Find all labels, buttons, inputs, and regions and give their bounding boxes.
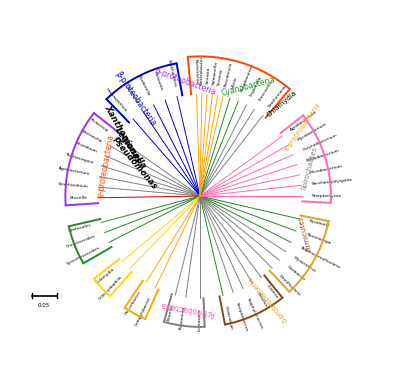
Text: Agrobacterium: Agrobacterium xyxy=(290,109,318,132)
Text: Sinorhizobium: Sinorhizobium xyxy=(58,181,88,188)
Text: α-proteobacteria: α-proteobacteria xyxy=(153,66,217,96)
Text: Brucella: Brucella xyxy=(70,196,88,200)
Text: Legionella: Legionella xyxy=(112,126,148,171)
Text: Xanthomonas: Xanthomonas xyxy=(268,83,289,109)
Text: Leptospira: Leptospira xyxy=(198,308,202,331)
Text: Saccharopolyspora: Saccharopolyspora xyxy=(311,178,352,186)
Text: Bacillus: Bacillus xyxy=(256,291,268,308)
Text: Chlamydia: Chlamydia xyxy=(266,89,298,118)
Text: Helicobacter: Helicobacter xyxy=(124,290,142,316)
Text: Salmonella: Salmonella xyxy=(212,61,218,85)
Text: Pseudomonas: Pseudomonas xyxy=(111,136,160,192)
Text: γ-proteobacteria: γ-proteobacteria xyxy=(96,134,116,198)
Text: Borrelia: Borrelia xyxy=(167,304,175,321)
Text: Francisella: Francisella xyxy=(258,80,273,102)
Text: Microbacterium: Microbacterium xyxy=(309,164,343,174)
Text: Ralstonia: Ralstonia xyxy=(153,71,164,91)
Text: Neisseria: Neisseria xyxy=(124,85,139,104)
Text: Thalassospira: Thalassospira xyxy=(64,152,93,165)
Text: Yersinia: Yersinia xyxy=(218,69,224,86)
Text: Serratia: Serratia xyxy=(206,67,211,84)
Text: Agrobacterium: Agrobacterium xyxy=(58,167,90,176)
Text: Listeria: Listeria xyxy=(266,285,279,299)
Text: Mycobacterium: Mycobacterium xyxy=(296,122,327,142)
Text: Staphylococcus: Staphylococcus xyxy=(246,297,264,329)
Text: Campylobacter: Campylobacter xyxy=(134,296,153,327)
Text: Bartonella: Bartonella xyxy=(81,129,103,143)
Text: Legionella: Legionella xyxy=(249,75,263,97)
Text: Bordetella: Bordetella xyxy=(137,75,151,97)
Text: Spirochaetes: Spirochaetes xyxy=(301,146,318,191)
Text: Chroococcales: Chroococcales xyxy=(65,234,96,249)
Text: Geobacter: Geobacter xyxy=(286,265,306,283)
Text: ε-proteobacteria: ε-proteobacteria xyxy=(283,101,321,152)
Text: Chlamydia: Chlamydia xyxy=(95,267,115,285)
Text: δ-proteobacteria: δ-proteobacteria xyxy=(246,274,288,322)
Text: Streptomyces: Streptomyces xyxy=(312,194,342,198)
Text: Thermodesulfovibrio: Thermodesulfovibrio xyxy=(299,245,341,269)
Text: Roseburia: Roseburia xyxy=(309,219,331,228)
Text: Myxococcus: Myxococcus xyxy=(293,256,317,273)
Text: Enterobacter: Enterobacter xyxy=(200,56,204,84)
Text: Rickettsia: Rickettsia xyxy=(90,118,109,133)
Text: Burkholderia: Burkholderia xyxy=(166,59,177,87)
Text: Vibrio: Vibrio xyxy=(231,76,238,89)
Text: Chlamydophila: Chlamydophila xyxy=(98,275,124,301)
Text: Nostocales: Nostocales xyxy=(68,223,92,233)
Text: Escherichia: Escherichia xyxy=(193,59,198,84)
Text: Treponema: Treponema xyxy=(179,307,186,331)
Text: Xanthomonas: Xanthomonas xyxy=(102,103,143,164)
Text: 0.05: 0.05 xyxy=(38,303,50,308)
Text: Corynebacterium: Corynebacterium xyxy=(302,133,338,152)
Text: Thermotoga: Thermotoga xyxy=(305,232,331,245)
Text: β-proteobacteria: β-proteobacteria xyxy=(113,70,157,128)
Text: Cyanobacteria: Cyanobacteria xyxy=(220,75,277,98)
Text: Bifidobacterium: Bifidobacterium xyxy=(306,149,340,163)
Text: Firmicutes: Firmicutes xyxy=(297,215,312,252)
Text: Rhizobium: Rhizobium xyxy=(75,142,98,154)
Text: Actinobacteria: Actinobacteria xyxy=(159,299,216,318)
Text: Herbaspirilum: Herbaspirilum xyxy=(105,87,128,113)
Text: Providencia: Providencia xyxy=(223,62,233,87)
Text: Streptococcus: Streptococcus xyxy=(235,301,248,332)
Text: Desulfovibrio: Desulfovibrio xyxy=(278,274,301,297)
Text: Clostridium: Clostridium xyxy=(223,305,233,330)
Text: Pseudomonas: Pseudomonas xyxy=(240,63,255,93)
Text: Synechococcales: Synechococcales xyxy=(66,245,101,266)
